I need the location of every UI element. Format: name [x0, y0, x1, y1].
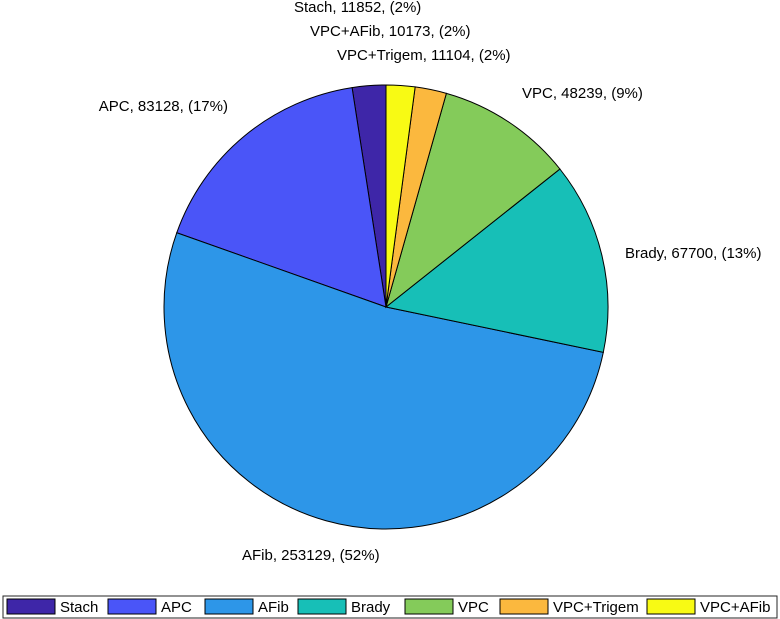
legend-swatch-vpc-trigem	[499, 598, 549, 615]
slice-label-stach: Stach, 11852, (2%)	[294, 0, 421, 16]
pie-slice-brady	[384, 168, 609, 353]
pie-slice-vpc-afib	[385, 84, 416, 308]
slice-label-apc: APC, 83128, (17%)	[99, 98, 228, 115]
slice-label-vpc-trigem: VPC+Trigem, 11104, (2%)	[337, 47, 511, 64]
legend: Stach APC AFib Brady VPC VPC+Trigem VPC+AFib	[2, 595, 778, 619]
legend-swatch-stach	[6, 598, 56, 615]
slice-label-vpc: VPC, 48239, (9%)	[522, 85, 643, 102]
pie-slice-vpc	[385, 92, 561, 309]
legend-label-vpc-afib: VPC+AFib	[700, 599, 770, 616]
legend-swatch-vpc-afib	[646, 598, 696, 615]
legend-label-vpc-trigem: VPC+Trigem	[553, 599, 639, 616]
legend-label-afib: AFib	[258, 599, 289, 616]
slice-labels: Stach, 11852, (2%) APC, 83128, (17%) AFib,…	[99, 0, 762, 564]
pie-slice-afib	[163, 232, 604, 530]
legend-label-apc: APC	[161, 599, 192, 616]
legend-swatch-brady	[297, 598, 347, 615]
legend-swatch-apc	[107, 598, 157, 615]
slice-label-afib: AFib, 253129, (52%)	[242, 547, 380, 564]
pie-slice-apc	[176, 87, 387, 308]
slice-label-vpc-afib: VPC+AFib, 10173, (2%)	[310, 23, 471, 40]
legend-swatch-vpc	[404, 598, 454, 615]
legend-label-stach: Stach	[60, 599, 98, 616]
legend-label-vpc: VPC	[458, 599, 489, 616]
legend-label-brady: Brady	[351, 599, 391, 616]
legend-swatch-afib	[204, 598, 254, 615]
slice-label-brady: Brady, 67700, (13%)	[625, 245, 761, 262]
pie-slices	[163, 84, 609, 530]
legend-box	[2, 595, 778, 619]
